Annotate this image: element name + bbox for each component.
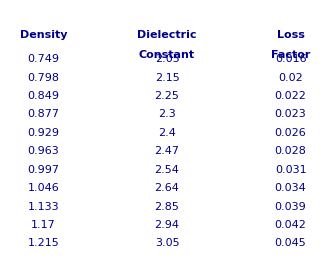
- Text: 0.929: 0.929: [27, 128, 59, 138]
- Text: 1.133: 1.133: [28, 202, 59, 212]
- Text: 1.046: 1.046: [27, 183, 59, 193]
- Text: 0.022: 0.022: [275, 91, 307, 101]
- Text: 1.215: 1.215: [27, 238, 59, 249]
- Text: 2.85: 2.85: [155, 202, 179, 212]
- Text: 0.034: 0.034: [275, 183, 307, 193]
- Text: 2.15: 2.15: [155, 73, 179, 83]
- Text: 0.042: 0.042: [275, 220, 307, 230]
- Text: 0.798: 0.798: [27, 73, 59, 83]
- Text: 0.877: 0.877: [27, 109, 59, 120]
- Text: 2.47: 2.47: [155, 146, 179, 156]
- Text: 0.963: 0.963: [27, 146, 59, 156]
- Text: 2.64: 2.64: [155, 183, 179, 193]
- Text: 0.028: 0.028: [275, 146, 307, 156]
- Text: 2.94: 2.94: [155, 220, 179, 230]
- Text: 0.031: 0.031: [275, 165, 306, 175]
- Text: 2.4: 2.4: [158, 128, 176, 138]
- Text: 0.026: 0.026: [275, 128, 307, 138]
- Text: 1.17: 1.17: [31, 220, 56, 230]
- Text: Constant: Constant: [139, 50, 195, 60]
- Text: 0.039: 0.039: [275, 202, 307, 212]
- Text: Factor: Factor: [271, 50, 310, 60]
- Text: 3.05: 3.05: [155, 238, 179, 249]
- Text: 0.749: 0.749: [27, 54, 59, 64]
- Text: 2.54: 2.54: [155, 165, 179, 175]
- Text: 0.849: 0.849: [27, 91, 59, 101]
- Text: 0.023: 0.023: [275, 109, 307, 120]
- Text: 0.016: 0.016: [275, 54, 306, 64]
- Text: 2.05: 2.05: [155, 54, 179, 64]
- Text: 2.25: 2.25: [155, 91, 179, 101]
- Text: Density: Density: [20, 30, 67, 40]
- Text: Dielectric: Dielectric: [137, 30, 197, 40]
- Text: Loss: Loss: [277, 30, 305, 40]
- Text: 0.02: 0.02: [278, 73, 303, 83]
- Text: 0.997: 0.997: [27, 165, 59, 175]
- Text: 0.045: 0.045: [275, 238, 307, 249]
- Text: 2.3: 2.3: [158, 109, 176, 120]
